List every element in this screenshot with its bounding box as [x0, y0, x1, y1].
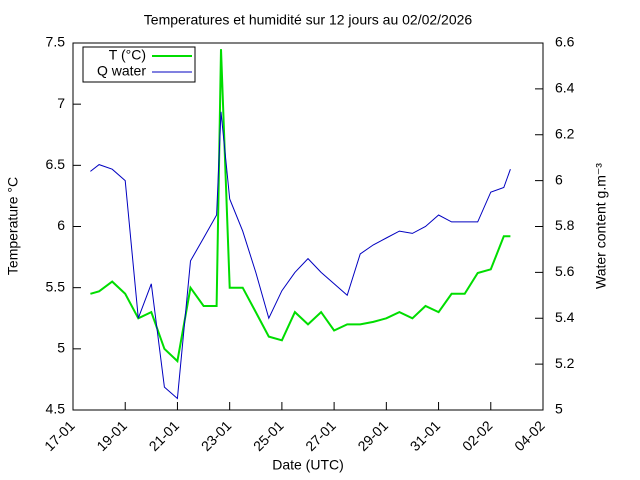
y2-tick-label: 6.4: [555, 80, 575, 96]
x-tick-label: 29-01: [354, 417, 391, 454]
legend-label: T (°C): [109, 47, 146, 63]
legend-label: Q water: [97, 63, 146, 79]
data-line: [90, 111, 511, 400]
y2-tick-label: 5.2: [555, 355, 575, 371]
y-tick-label: 4.5: [46, 401, 66, 417]
y2-tick-label: 6: [555, 171, 563, 187]
y-axis-label: Temperature °C: [5, 177, 21, 275]
y-tick-label: 6: [57, 217, 65, 233]
y-tick-label: 6.5: [46, 156, 66, 172]
y2-tick-label: 6.6: [555, 34, 575, 50]
x-tick-label: 17-01: [41, 417, 78, 454]
x-tick-label: 04-02: [511, 417, 548, 454]
y2-tick-label: 5.4: [555, 309, 575, 325]
x-axis-label: Date (UTC): [272, 457, 344, 473]
y2-tick-label: 5.8: [555, 217, 575, 233]
y-tick-label: 5.5: [46, 278, 66, 294]
y-tick-label: 7: [57, 95, 65, 111]
y2-tick-label: 5.6: [555, 263, 575, 279]
x-tick-label: 21-01: [146, 417, 183, 454]
y2-tick-label: 6.2: [555, 125, 575, 141]
x-tick-label: 23-01: [198, 417, 235, 454]
y2-axis-label: Water content g.m⁻³: [593, 163, 609, 289]
x-tick-label: 25-01: [250, 417, 287, 454]
y-tick-label: 7.5: [46, 34, 66, 50]
x-tick-label: 02-02: [459, 417, 496, 454]
x-tick-label: 19-01: [93, 417, 130, 454]
y2-tick-label: 5: [555, 401, 563, 417]
plot-frame: [72, 42, 544, 411]
x-tick-label: 31-01: [407, 417, 444, 454]
legend-box: [82, 46, 196, 83]
data-line: [90, 49, 511, 364]
chart-title: Temperatures et humidité sur 12 jours au…: [144, 12, 473, 28]
y-tick-label: 5: [57, 340, 65, 356]
x-tick-label: 27-01: [302, 417, 339, 454]
